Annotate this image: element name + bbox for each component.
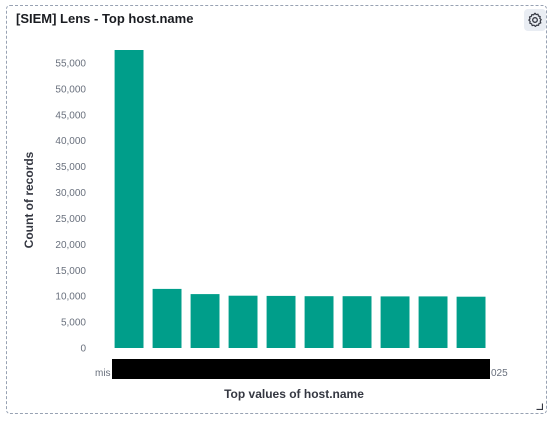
y-tick-label: 40,000: [55, 136, 86, 147]
y-axis-title: Count of records: [22, 151, 36, 248]
y-tick-label: 0: [80, 344, 86, 355]
bar[interactable]: [304, 296, 334, 348]
x-axis-title: Top values of host.name: [224, 387, 364, 401]
y-tick-label: 15,000: [55, 266, 86, 277]
chart-bars: [114, 50, 486, 348]
x-tick-fragment-left: mis: [95, 368, 111, 379]
y-tick-label: 55,000: [55, 58, 86, 69]
panel-settings-button[interactable]: [524, 9, 546, 31]
bar[interactable]: [380, 296, 410, 348]
y-tick-label: 5,000: [61, 318, 86, 329]
panel-title: [SIEM] Lens - Top host.name: [16, 11, 194, 26]
y-tick-label: 35,000: [55, 162, 86, 173]
y-tick-label: 30,000: [55, 188, 86, 199]
bar[interactable]: [190, 294, 220, 348]
resize-handle[interactable]: [536, 403, 543, 410]
y-axis-ticks: 0 5,000 10,000 15,000 20,000 25,000 30,000 35,0…: [55, 58, 86, 354]
bar[interactable]: [152, 288, 182, 348]
y-tick-label: 50,000: [55, 84, 86, 95]
y-tick-label: 10,000: [55, 292, 86, 303]
bar[interactable]: [114, 50, 144, 348]
bar[interactable]: [342, 296, 372, 348]
x-tick-fragment-right: 025: [491, 368, 508, 379]
bar[interactable]: [228, 295, 258, 348]
y-tick-label: 25,000: [55, 214, 86, 225]
bar[interactable]: [266, 295, 296, 348]
y-tick-label: 45,000: [55, 110, 86, 121]
gear-icon: [528, 12, 542, 27]
bar[interactable]: [456, 296, 486, 348]
redacted-x-tick-labels: [112, 359, 490, 379]
y-tick-label: 20,000: [55, 240, 86, 251]
bar[interactable]: [418, 296, 448, 348]
